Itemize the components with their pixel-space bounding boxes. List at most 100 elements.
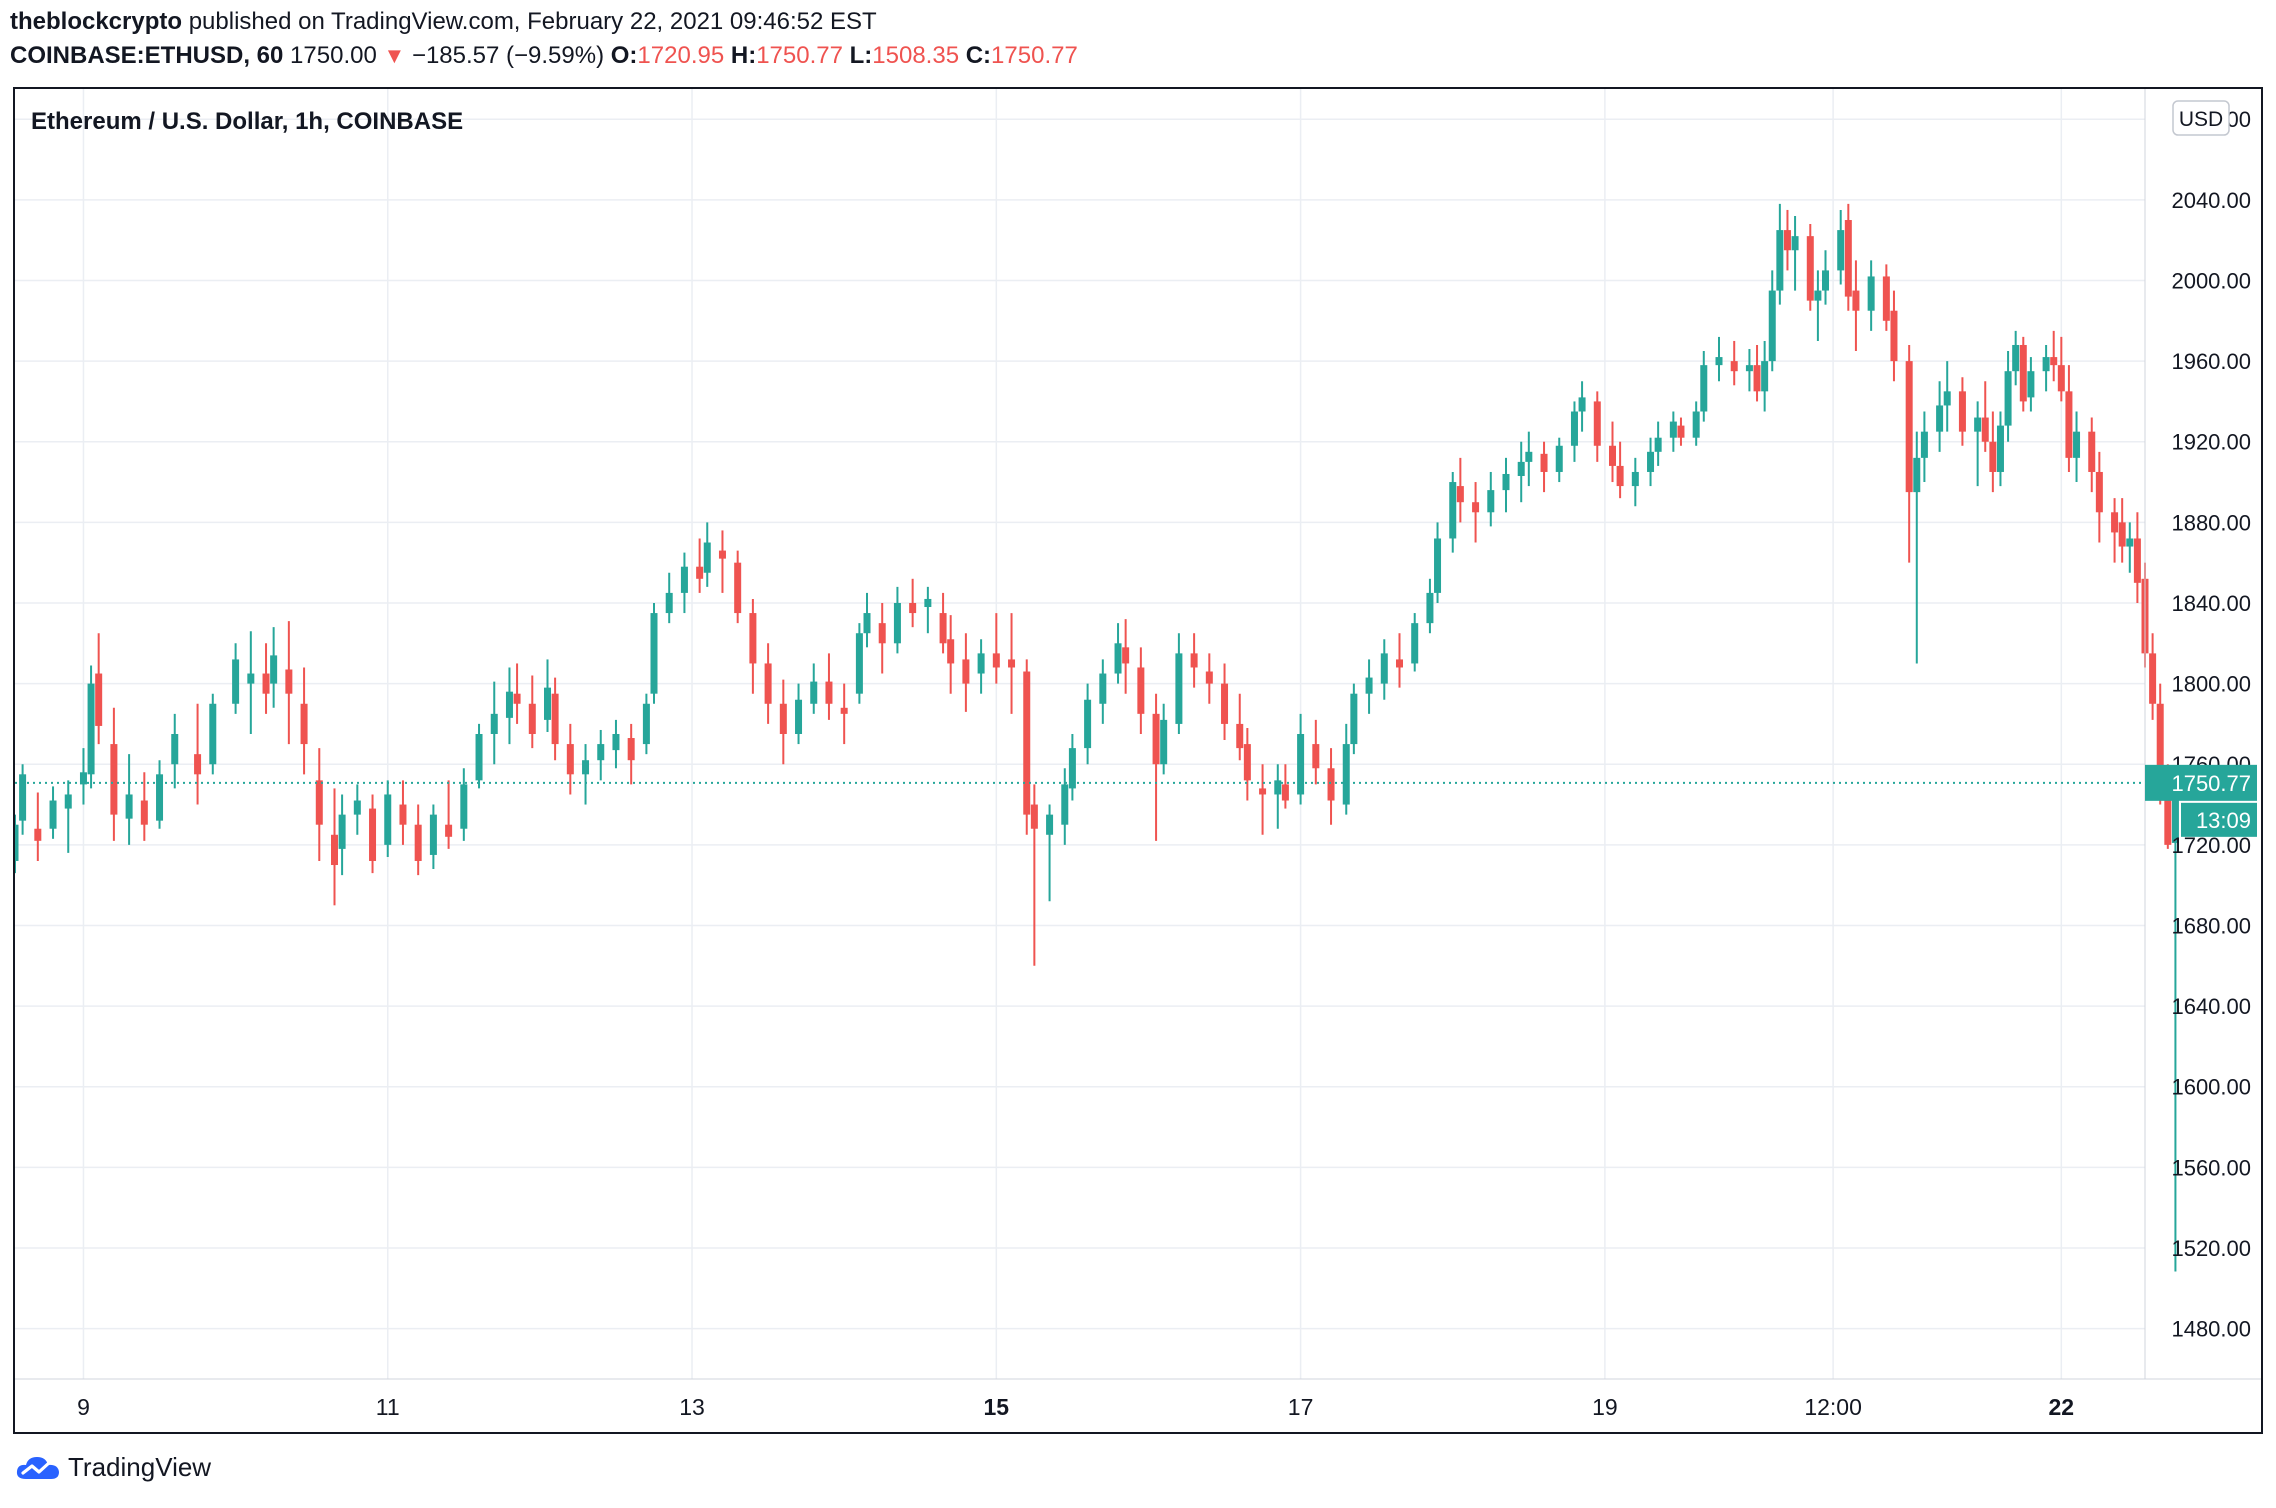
- candle-body: [125, 794, 133, 819]
- candle: [840, 683, 848, 745]
- y-tick-label: 1960.00: [2171, 349, 2251, 374]
- candle-body: [734, 562, 742, 614]
- candle-body: [1061, 784, 1069, 825]
- candle: [947, 615, 955, 694]
- candle: [331, 788, 338, 906]
- candle-body: [232, 659, 240, 704]
- y-tick-label: 1520.00: [2171, 1236, 2251, 1261]
- author-name[interactable]: theblockcrypto: [10, 8, 183, 35]
- candle-body: [2012, 344, 2020, 372]
- candle: [2133, 512, 2141, 603]
- candle-body: [1936, 405, 1944, 432]
- candle-body: [79, 772, 87, 785]
- chart-frame[interactable]: 2080.002040.002000.001960.001920.001880.…: [13, 87, 2263, 1434]
- last-price: 1750.00: [290, 42, 377, 69]
- candle-body: [460, 784, 468, 829]
- candle: [1525, 431, 1533, 487]
- candle: [1867, 260, 1875, 331]
- candle: [764, 643, 772, 724]
- candle: [513, 663, 521, 724]
- candle: [566, 723, 574, 795]
- time-axis: 9 11 13 15 17 19 12:00 22: [77, 1394, 2074, 1420]
- candle-body: [315, 780, 323, 825]
- candle-body: [399, 804, 407, 825]
- candle-body: [338, 814, 346, 849]
- candle: [1837, 209, 1845, 285]
- candle: [650, 602, 658, 704]
- candle: [1312, 719, 1320, 785]
- candle-body: [1426, 592, 1434, 624]
- candle-body: [1616, 465, 1624, 487]
- candle-body: [544, 687, 551, 720]
- candle: [1517, 441, 1525, 503]
- candle: [475, 723, 483, 789]
- y-tick-label: 1920.00: [2171, 430, 2251, 455]
- y-tick-label: 1480.00: [2171, 1317, 2251, 1342]
- candle-body: [1487, 490, 1495, 513]
- candle: [2111, 498, 2119, 563]
- candle-body: [384, 794, 392, 845]
- candle-body: [2088, 431, 2096, 472]
- tradingview-logo[interactable]: TradingView: [14, 1452, 211, 1483]
- candle: [1160, 703, 1168, 775]
- candle: [15, 814, 19, 874]
- candle-body: [1449, 482, 1457, 539]
- chart-title: Ethereum / U.S. Dollar, 1h, COINBASE: [31, 108, 463, 135]
- candle-body: [1175, 653, 1183, 724]
- candle-body: [893, 602, 901, 644]
- candle: [1730, 340, 1738, 386]
- candle-body: [962, 659, 970, 684]
- countdown-badge: 13:09: [2181, 802, 2257, 837]
- candle-body: [840, 707, 848, 714]
- candle: [1114, 623, 1122, 684]
- candle-body: [1472, 502, 1480, 513]
- y-tick-label: 1880.00: [2171, 510, 2251, 535]
- candle-body: [909, 602, 917, 614]
- candle: [962, 633, 970, 712]
- candle: [1084, 683, 1092, 765]
- candle-body: [1791, 236, 1799, 251]
- countdown-label: 13:09: [2196, 808, 2251, 833]
- x-tick-label: 9: [77, 1394, 90, 1420]
- candle: [2073, 411, 2081, 483]
- candle: [1974, 401, 1982, 487]
- candle: [125, 754, 133, 845]
- x-tick-label: 12:00: [1804, 1394, 1862, 1420]
- candle-body: [1517, 461, 1525, 476]
- candle: [1456, 457, 1464, 523]
- candle-body: [2004, 371, 2012, 426]
- price-axis: 2080.002040.002000.001960.001920.001880.…: [2171, 107, 2251, 1341]
- candle-body: [1099, 673, 1107, 704]
- candle: [1502, 457, 1510, 513]
- candle-body: [749, 613, 757, 664]
- candle-body: [1540, 453, 1548, 472]
- candle: [300, 667, 308, 775]
- candle: [703, 522, 711, 587]
- candle-body: [1981, 417, 1989, 442]
- candle: [1350, 683, 1358, 755]
- candle-body: [665, 592, 673, 614]
- candle-body: [270, 655, 278, 684]
- candle: [597, 729, 605, 781]
- tradingview-brand: TradingView: [68, 1452, 212, 1482]
- price-chart[interactable]: 2080.002040.002000.001960.001920.001880.…: [15, 89, 2261, 1432]
- candle: [1943, 361, 1951, 432]
- candle: [1175, 633, 1183, 734]
- candle: [1996, 411, 2004, 487]
- candle: [1137, 647, 1145, 734]
- currency-label: USD: [2179, 108, 2223, 131]
- candle-body: [1776, 230, 1784, 291]
- candle: [232, 643, 240, 714]
- candle: [2065, 365, 2073, 472]
- x-tick-label: 19: [1592, 1394, 1618, 1420]
- candle-body: [1783, 230, 1791, 251]
- candle-body: [34, 828, 42, 841]
- candle: [262, 643, 270, 714]
- candle-body: [680, 566, 688, 593]
- candle-body: [779, 703, 787, 734]
- candle: [544, 659, 551, 732]
- candle-body: [1068, 748, 1076, 789]
- candle-body: [1046, 814, 1054, 835]
- candle: [734, 550, 742, 624]
- currency-button[interactable]: USD: [2172, 100, 2230, 136]
